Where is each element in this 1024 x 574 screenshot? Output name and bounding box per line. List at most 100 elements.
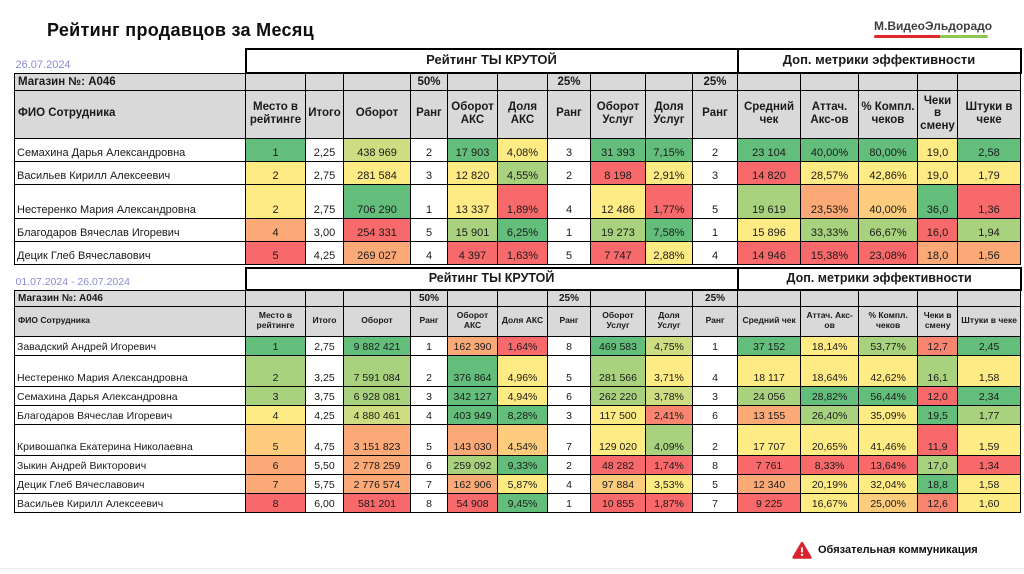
column-header: Ранг: [410, 89, 448, 139]
metric-cell: 2: [691, 423, 739, 456]
metric-cell: 9 225: [737, 492, 802, 513]
band-metrics-title: Доп. метрики эффективности: [736, 48, 1022, 74]
metric-cell: 3 151 823: [343, 423, 411, 456]
metric-cell: 25,00%: [858, 492, 919, 513]
metric-cell: 19,5: [917, 404, 959, 425]
metric-cell: 6: [245, 454, 306, 475]
metric-cell: 11,9: [917, 423, 959, 456]
metric-cell: 3,25: [305, 354, 344, 387]
metric-cell: 28,82%: [800, 385, 860, 406]
weight-percent-cell: 50%: [410, 289, 448, 307]
metric-cell: 3: [410, 385, 448, 406]
metric-cell: 342 127: [447, 385, 498, 406]
column-header: Итого: [305, 89, 344, 139]
metric-cell: 4,09%: [645, 423, 693, 456]
metric-cell: 3,00: [305, 217, 344, 242]
metric-cell: 7,15%: [645, 137, 693, 162]
metric-cell: 3: [547, 404, 591, 425]
empty-cell: [917, 289, 959, 307]
metric-cell: 80,00%: [858, 137, 918, 162]
metric-cell: 1,87%: [645, 492, 693, 513]
column-header: Чеки в смену: [917, 305, 959, 337]
employee-name: Васильев Кирилл Алексеевич: [14, 492, 246, 513]
column-header: Итого: [305, 305, 344, 337]
metric-cell: 4,25: [305, 240, 344, 265]
metric-cell: 5,75: [305, 473, 344, 494]
metric-cell: 40,00%: [858, 183, 918, 219]
metric-cell: 1,77: [957, 404, 1022, 425]
metric-cell: 13,64%: [858, 454, 919, 475]
weight-percent-cell: 25%: [691, 289, 739, 307]
empty-cell: [917, 72, 958, 91]
warning-label: Обязательная коммуникация: [818, 544, 978, 556]
metric-cell: 5: [245, 423, 306, 456]
column-header: ФИО Сотрудника: [14, 305, 246, 337]
metric-cell: 1,59: [957, 423, 1022, 456]
metric-cell: 6,25%: [497, 217, 548, 242]
metric-cell: 129 020: [590, 423, 646, 456]
metric-cell: 66,67%: [858, 217, 918, 242]
column-header: Оборот Услуг: [590, 305, 646, 337]
metric-cell: 24 056: [737, 385, 802, 406]
metric-cell: 8: [245, 492, 306, 513]
metric-cell: 3: [691, 385, 739, 406]
rating-table-day: 26.07.2024 Рейтинг ТЫ КРУТОЙ Доп. метрики …: [14, 48, 1022, 265]
metric-cell: 13 337: [447, 183, 498, 219]
store-number-label: Магазин №: А046: [14, 289, 246, 307]
employee-row: Благодаров Вячеслав Игоревич 4 3,00 254 331…: [14, 217, 1022, 242]
mandatory-communication-note: Обязательная коммуникация: [792, 541, 978, 559]
metric-cell: 8: [547, 335, 591, 356]
empty-cell: [800, 72, 859, 91]
metric-cell: 5: [692, 183, 738, 219]
metric-cell: 4,75: [305, 423, 344, 456]
metric-cell: 2: [245, 354, 306, 387]
metric-cell: 254 331: [343, 217, 411, 242]
metric-cell: 1: [547, 492, 591, 513]
metric-cell: 1: [410, 335, 448, 356]
metric-cell: 1,36: [956, 183, 1022, 219]
employee-name: Завадский Андрей Игоревич: [14, 335, 246, 356]
column-header: Оборот Услуг: [590, 89, 646, 139]
metric-cell: 9 882 421: [343, 335, 411, 356]
metric-cell: 7 591 084: [343, 354, 411, 387]
metric-cell: 18,64%: [800, 354, 860, 387]
metric-cell: 16,67%: [800, 492, 860, 513]
warning-triangle-icon: [792, 541, 812, 559]
employee-name: Семахина Дарья Александровна: [14, 385, 246, 406]
metric-cell: 3: [245, 385, 306, 406]
metric-cell: 6,00: [305, 492, 344, 513]
metric-cell: 2: [410, 137, 448, 162]
metric-cell: 3,71%: [645, 354, 693, 387]
metric-cell: 37 152: [737, 335, 802, 356]
metric-cell: 1: [245, 335, 306, 356]
metric-cell: 3,75: [305, 385, 344, 406]
metric-cell: 1: [245, 137, 306, 162]
metric-cell: 13 155: [737, 404, 802, 425]
logo-underline-red: [874, 35, 941, 39]
metric-cell: 28,57%: [800, 160, 859, 185]
metric-cell: 5: [547, 354, 591, 387]
employee-row: Децик Глеб Вячеславович 7 5,75 2 776 574 7 16…: [14, 473, 1022, 494]
metric-cell: 19 273: [590, 217, 646, 242]
metric-cell: 54 908: [447, 492, 498, 513]
metric-cell: 8: [691, 454, 739, 475]
empty-cell: [737, 72, 801, 91]
weight-percent-cell: 25%: [547, 72, 591, 91]
weight-percent-cell: 25%: [692, 72, 738, 91]
metric-cell: 8: [410, 492, 448, 513]
employee-row: Зыкин Андрей Викторович 6 5,50 2 778 259 6 25…: [14, 454, 1022, 475]
column-header: Оборот: [343, 305, 411, 337]
metric-cell: 15,38%: [800, 240, 859, 265]
metric-cell: 1,79: [956, 160, 1022, 185]
metric-cell: 1: [691, 335, 739, 356]
metric-cell: 15 901: [447, 217, 498, 242]
metric-cell: 4,25: [305, 404, 344, 425]
metric-cell: 19,0: [917, 160, 958, 185]
metric-cell: 7 747: [590, 240, 646, 265]
metric-cell: 4: [245, 217, 306, 242]
column-header: Оборот АКС: [447, 89, 498, 139]
employee-name: Благодаров Вячеслав Игоревич: [14, 217, 246, 242]
column-header: Место в рейтинге: [245, 89, 306, 139]
metric-cell: 9,33%: [497, 454, 548, 475]
metric-cell: 1: [410, 183, 448, 219]
